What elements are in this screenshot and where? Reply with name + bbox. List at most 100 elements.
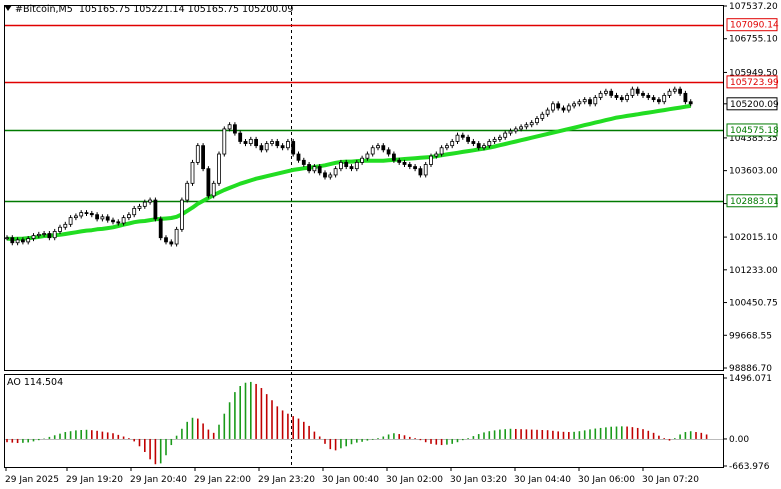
candle [264,141,269,153]
candle-body [349,166,354,170]
candle-body [179,199,184,230]
candle [328,172,333,180]
candle [312,164,317,174]
candle [487,138,492,149]
candle-body [222,128,227,155]
candle-body [296,153,301,161]
price-axis: 107537.20 106755.10 105949.50 105200.09 1043… [723,2,778,374]
candle-body [259,145,264,151]
candle [307,161,312,174]
ao-tick-label: 0.00 [729,435,749,445]
candle [609,88,614,98]
price-tick-label: 98886.70 [729,364,772,374]
candle-body [195,145,200,163]
time-tick-label: 30 Jan 02:00 [386,475,443,485]
candle-body [492,138,497,142]
candle [206,166,211,199]
time-tick-label: 30 Jan 04:40 [514,475,571,485]
time-tick-label: 29 Jan 2025 [5,475,59,485]
levels-layer [5,24,723,203]
candle-body [264,143,269,151]
candle-body [15,239,20,244]
candle [259,143,264,153]
candle [429,153,433,167]
candle [455,132,460,144]
price-tick-label: 99668.55 [729,331,772,341]
time-tick-label: 30 Jan 00:40 [322,475,379,485]
candle-body [487,141,492,147]
candle-body [439,147,444,155]
candle-body [609,90,614,96]
current-price-tag-box [726,97,778,111]
time-tick-label: 30 Jan 03:20 [450,475,507,485]
candle-body [275,141,280,147]
candle [270,138,274,147]
candle [227,122,232,132]
chart-header: #Bitcoin,M5 105165.75 105221.14 105165.7… [4,4,293,15]
chart-menu-triangle-icon[interactable] [4,5,12,11]
candle [153,197,158,222]
price-tick-label: 103603.00 [729,167,778,177]
candle-body [52,231,57,239]
level-price-tag-box [726,194,778,208]
candle [201,143,206,172]
candle-body [116,221,121,224]
candle [672,86,677,94]
candle-body [84,212,89,215]
candle [402,159,407,167]
candle-body [667,90,672,96]
candle-body [582,99,587,103]
candle-body [641,92,645,96]
candle-body [625,95,629,101]
candles-layer [5,86,693,247]
candle-body [280,145,285,149]
price-tick-label: 107537.20 [729,2,778,12]
candle-body [270,141,274,144]
candle-body [635,88,640,94]
candle [116,219,121,226]
candle [651,95,656,103]
candle [344,159,349,170]
symbol-label: #Bitcoin,M5 [15,4,73,15]
candle [36,231,41,239]
candle [89,210,94,218]
candle-body [434,153,439,157]
candle-body [63,223,68,228]
level-price-tag-box [726,18,778,32]
candle-body [476,143,481,149]
candle-body [391,153,396,161]
candle-body [158,218,163,239]
candle [296,151,301,163]
candle-body [450,141,455,147]
candle-body [190,161,195,184]
candle [317,164,322,176]
candle-body [657,99,661,103]
candle-body [529,122,534,126]
candle-body [344,161,349,167]
candle [47,231,52,241]
candle-body [137,205,142,209]
candle [243,138,248,147]
candle-body [614,95,619,98]
candle [598,90,603,101]
candle-body [672,88,677,92]
candle-body [201,145,206,170]
level-price-tag: 104575.18 [730,126,779,136]
candle-body [540,113,545,119]
candle-body [317,166,322,174]
candle-body [127,214,131,219]
candle-body [354,161,359,170]
candle-body [577,101,582,105]
candle-body [386,149,391,155]
level-price-tag-box [726,75,778,89]
candle [630,86,635,98]
candle [370,145,375,157]
candle-body [121,217,126,224]
candle-body [566,105,571,111]
price-tick-label: 105949.50 [729,68,778,78]
candle-body [556,103,561,109]
candle-body [100,216,105,220]
ao-histogram-layer [6,381,708,465]
candle-body [630,88,635,96]
candle-body [365,153,370,159]
